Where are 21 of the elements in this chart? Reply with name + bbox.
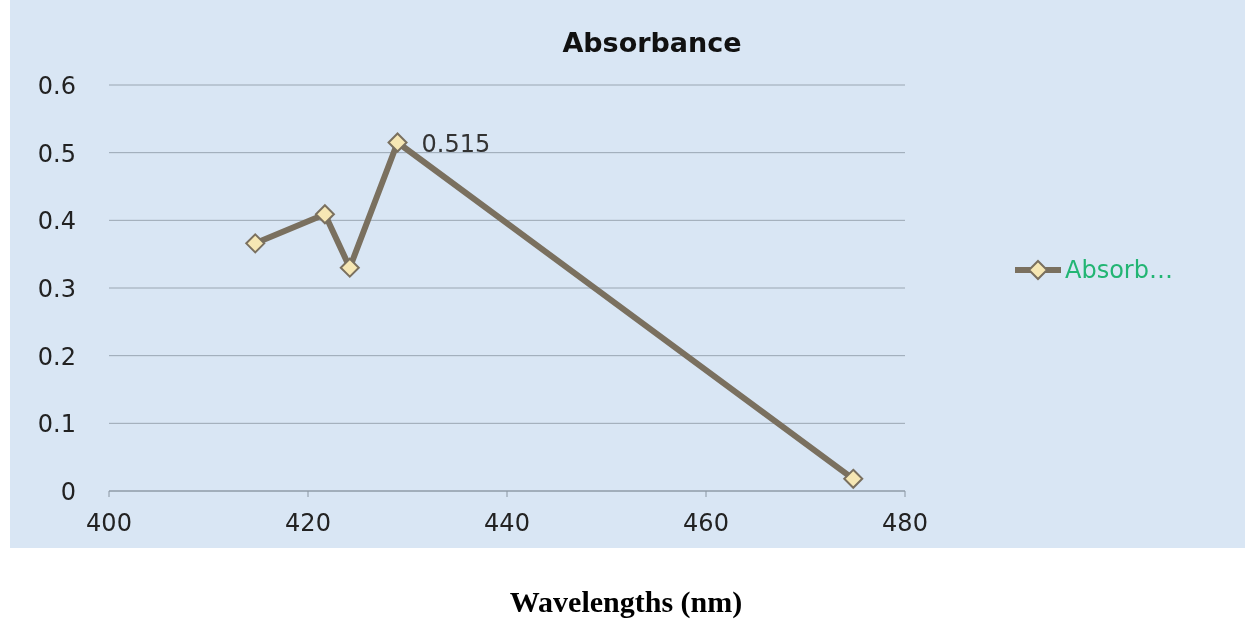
chart-title: Absorbance bbox=[562, 27, 742, 58]
point bbox=[314, 204, 335, 225]
y-tick-label: 0.2 bbox=[37, 342, 76, 371]
y-tick-label: 0 bbox=[60, 478, 76, 506]
point bbox=[843, 468, 864, 489]
point bbox=[387, 132, 408, 153]
y-tick-label: 0.1 bbox=[37, 410, 76, 439]
y-tick-label: 0.6 bbox=[37, 72, 76, 100]
y-tick-label: 0.5 bbox=[37, 139, 76, 168]
x-tick-label: 440 bbox=[484, 509, 530, 537]
x-axis-title: Wavelengths (nm) bbox=[509, 585, 743, 619]
x-tick-label: 420 bbox=[285, 509, 331, 537]
legend-label: Absorb… bbox=[1065, 256, 1173, 284]
point bbox=[339, 257, 360, 278]
x-tick-label: 400 bbox=[86, 509, 132, 537]
data-label: 0.515 bbox=[421, 129, 491, 158]
x-tick-label: 460 bbox=[683, 509, 729, 537]
point bbox=[245, 233, 266, 254]
y-tick-label: 0.3 bbox=[37, 275, 76, 303]
x-tick-label: 480 bbox=[882, 509, 928, 537]
y-tick-label: 0.4 bbox=[37, 207, 76, 236]
